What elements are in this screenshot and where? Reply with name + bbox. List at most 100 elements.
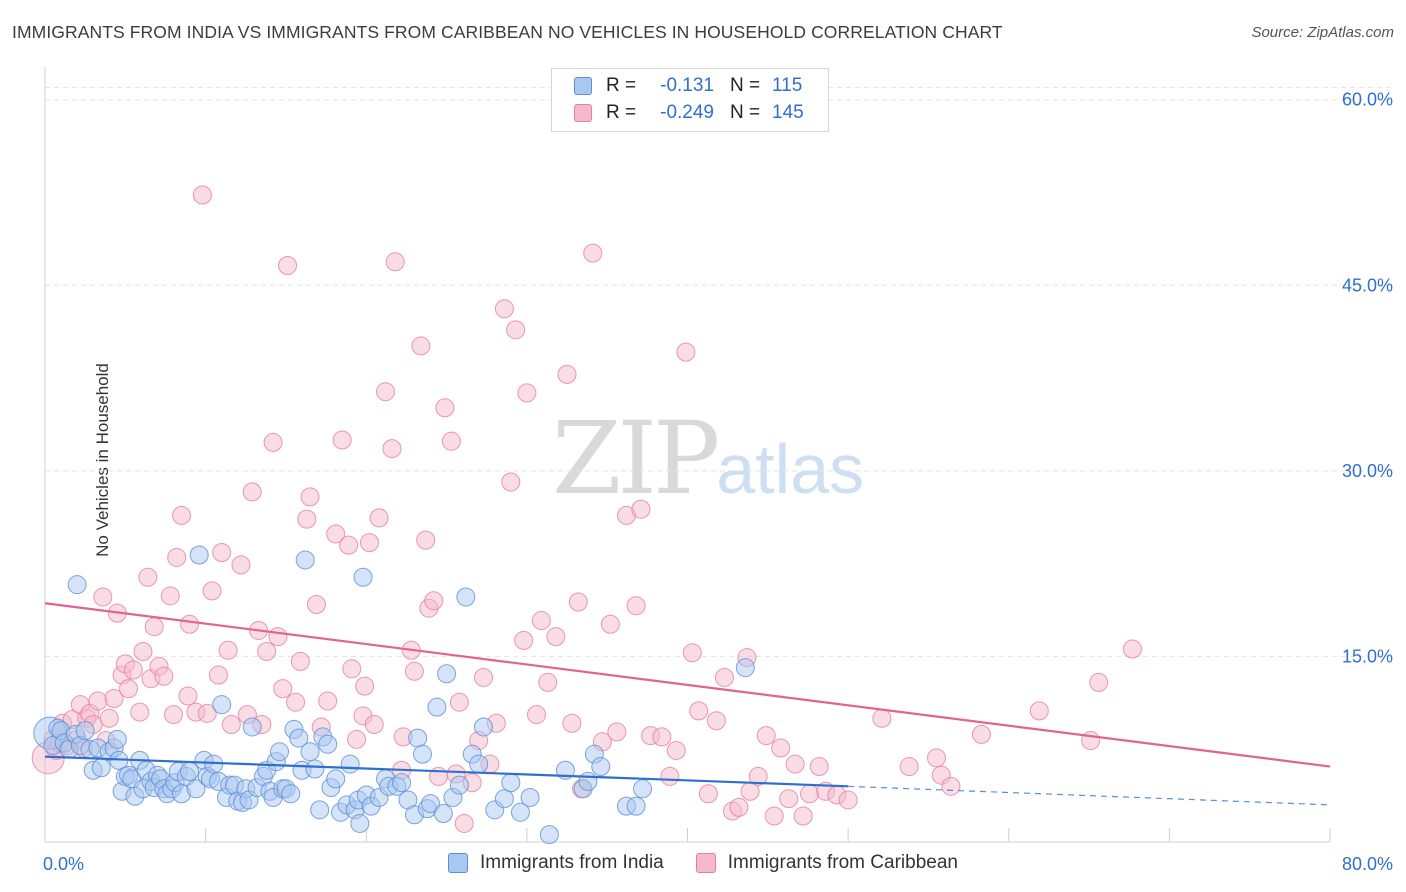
india-point — [107, 729, 127, 749]
india-point — [300, 742, 320, 762]
caribbean-point — [872, 708, 892, 728]
india-point — [91, 758, 111, 778]
caribbean-point — [268, 627, 288, 647]
caribbean-point — [1122, 639, 1142, 659]
caribbean-point — [779, 789, 799, 809]
caribbean-point — [424, 591, 444, 611]
caribbean-point — [899, 757, 919, 777]
india-point — [310, 800, 330, 820]
caribbean-point — [771, 738, 791, 758]
watermark-zip: ZIP — [552, 400, 720, 517]
caribbean-point — [809, 757, 829, 777]
legend-item-caribbean[interactable]: Immigrants from Caribbean — [695, 852, 958, 874]
caribbean-point — [514, 630, 534, 650]
caribbean-point — [192, 185, 212, 205]
caribbean-point — [231, 555, 251, 575]
caribbean-point — [382, 439, 402, 459]
caribbean-point — [941, 776, 961, 796]
india-point — [75, 721, 95, 741]
india-point — [353, 567, 373, 587]
india-point — [421, 794, 440, 814]
caribbean-point — [212, 543, 232, 563]
caribbean-point — [208, 665, 228, 685]
legend-r-label: R = — [606, 75, 637, 96]
india-point — [520, 787, 540, 807]
caribbean-point — [435, 398, 455, 418]
caribbean-point — [202, 581, 222, 601]
india-point — [289, 728, 309, 748]
caribbean-point — [568, 592, 588, 612]
legend-label-india: Immigrants from India — [480, 852, 664, 873]
caribbean-point — [154, 666, 174, 686]
y-tick-label: 60.0% — [1342, 90, 1393, 110]
caribbean-point — [449, 692, 469, 712]
caribbean-point — [583, 243, 603, 263]
legend-r-label: R = — [606, 102, 637, 123]
india-point — [305, 759, 325, 779]
india-point — [474, 717, 494, 737]
source-credit: Source: ZipAtlas.com — [1251, 24, 1394, 41]
caribbean-point — [164, 705, 183, 725]
caribbean-point — [600, 614, 620, 634]
india-point — [501, 773, 521, 793]
india-point — [270, 742, 290, 762]
caribbean-point — [660, 766, 680, 786]
legend-row-india: R = -0.131 N = 115 — [574, 73, 802, 99]
caribbean-point — [263, 432, 283, 452]
caribbean-point — [332, 430, 352, 450]
legend-swatch-caribbean — [574, 104, 592, 122]
india-point — [350, 813, 370, 833]
caribbean-point — [257, 641, 277, 661]
caribbean-point — [416, 530, 436, 550]
caribbean-point — [652, 727, 672, 747]
legend-swatch-india — [574, 77, 592, 95]
caribbean-point — [506, 320, 526, 340]
india-point — [633, 779, 653, 799]
caribbean-point — [666, 740, 686, 760]
india-point — [189, 545, 209, 565]
caribbean-point — [1029, 701, 1049, 721]
india-point — [318, 734, 338, 754]
caribbean-point — [748, 766, 768, 786]
caribbean-point — [527, 705, 547, 725]
caribbean-point — [88, 691, 108, 711]
caribbean-point — [123, 660, 143, 680]
legend-item-india[interactable]: Immigrants from India — [448, 852, 664, 874]
caribbean-point — [273, 679, 293, 699]
caribbean-point — [926, 748, 946, 768]
caribbean-point — [318, 691, 338, 711]
india-point — [412, 744, 432, 764]
india-point — [427, 697, 447, 717]
india-point — [456, 587, 476, 607]
legend-r-value: -0.249 — [660, 102, 714, 123]
chart-title: IMMIGRANTS FROM INDIA VS IMMIGRANTS FROM… — [12, 22, 1003, 42]
caribbean-point — [160, 586, 180, 606]
caribbean-point — [441, 431, 461, 451]
caribbean-point — [347, 729, 367, 749]
india-point — [67, 575, 87, 595]
india-trend-extension — [848, 785, 1331, 806]
y-tick-label: 45.0% — [1342, 275, 1393, 295]
caribbean-point — [178, 686, 198, 706]
india-point — [433, 804, 453, 824]
caribbean-point — [494, 299, 514, 319]
caribbean-point — [729, 797, 749, 817]
caribbean-point — [376, 382, 396, 402]
caribbean-point — [355, 676, 375, 696]
caribbean-point — [676, 342, 696, 362]
legend-n-value: 145 — [772, 102, 804, 123]
india-point — [295, 550, 315, 570]
caribbean-point — [242, 482, 262, 502]
india-point — [578, 771, 598, 791]
caribbean-point — [474, 667, 494, 687]
india-point — [242, 717, 262, 737]
caribbean-point — [339, 535, 359, 555]
y-tick-label: 30.0% — [1342, 461, 1393, 481]
y-tick-label: 15.0% — [1342, 646, 1393, 666]
india-point — [449, 775, 469, 795]
caribbean-point — [517, 383, 537, 403]
india-point — [326, 769, 346, 789]
caribbean-point — [531, 611, 551, 631]
watermark: ZIPatlas — [552, 400, 864, 517]
